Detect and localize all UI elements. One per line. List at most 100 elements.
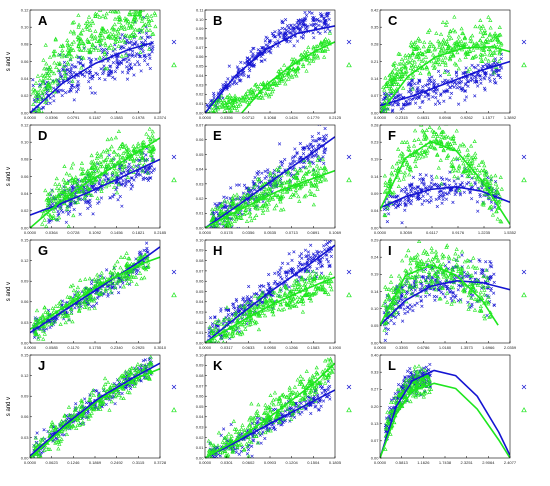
data-point bbox=[228, 93, 231, 96]
data-point bbox=[431, 185, 434, 188]
data-point bbox=[447, 70, 450, 73]
data-point bbox=[58, 305, 61, 308]
data-point bbox=[150, 171, 153, 174]
legend-marker-x bbox=[522, 155, 526, 159]
data-point bbox=[252, 89, 255, 92]
data-point bbox=[106, 295, 109, 298]
data-point bbox=[148, 127, 151, 130]
data-point bbox=[264, 39, 267, 42]
data-point bbox=[310, 23, 313, 26]
data-point bbox=[313, 194, 316, 197]
data-point bbox=[323, 248, 326, 251]
data-point bbox=[129, 166, 132, 169]
data-point bbox=[419, 173, 422, 176]
data-point bbox=[483, 52, 486, 55]
data-point bbox=[267, 202, 270, 205]
data-point bbox=[232, 194, 235, 197]
data-point bbox=[406, 166, 409, 169]
data-point bbox=[145, 28, 148, 31]
data-point bbox=[96, 73, 99, 76]
data-point bbox=[473, 140, 476, 143]
data-point bbox=[145, 153, 148, 156]
data-point bbox=[135, 4, 138, 7]
data-point bbox=[325, 258, 328, 261]
data-point bbox=[458, 144, 461, 147]
data-point bbox=[135, 272, 138, 275]
data-point bbox=[37, 337, 40, 340]
data-point bbox=[63, 61, 66, 64]
data-point bbox=[450, 37, 453, 40]
panel-label: C bbox=[388, 13, 398, 28]
data-point bbox=[45, 62, 48, 65]
data-point bbox=[68, 174, 71, 177]
data-point bbox=[92, 160, 95, 163]
data-point bbox=[90, 282, 93, 285]
x-tick-label: 0.0891 bbox=[307, 230, 320, 235]
data-point bbox=[400, 58, 403, 61]
x-tick-label: 0.2125 bbox=[329, 115, 342, 120]
y-tick-label: 0.12 bbox=[21, 122, 30, 127]
y-tick-label: 0.00 bbox=[371, 110, 380, 115]
plot-area bbox=[205, 234, 335, 355]
data-point bbox=[457, 103, 460, 106]
data-point bbox=[315, 164, 318, 167]
y-tick-label: 0.00 bbox=[196, 225, 205, 230]
data-point bbox=[73, 306, 76, 309]
legend-marker-triangle bbox=[172, 293, 176, 297]
y-tick-label: 0.02 bbox=[21, 93, 30, 98]
data-point bbox=[254, 176, 257, 179]
data-point bbox=[101, 72, 104, 75]
data-point bbox=[460, 80, 463, 83]
data-point bbox=[95, 58, 98, 61]
data-point bbox=[150, 14, 153, 17]
data-point bbox=[278, 29, 281, 32]
data-point bbox=[282, 208, 285, 211]
x-tick-label: 0.0791 bbox=[67, 115, 80, 120]
data-point bbox=[117, 130, 120, 133]
data-point bbox=[149, 57, 152, 60]
data-point bbox=[229, 186, 232, 189]
data-point bbox=[439, 33, 442, 36]
data-point bbox=[43, 67, 46, 70]
data-point bbox=[100, 271, 103, 274]
data-point bbox=[412, 187, 415, 190]
data-point bbox=[425, 174, 428, 177]
legend-marker-x bbox=[347, 155, 351, 159]
data-point bbox=[403, 171, 406, 174]
data-point bbox=[52, 209, 55, 212]
data-point bbox=[283, 158, 286, 161]
data-point bbox=[94, 47, 97, 50]
data-point bbox=[49, 326, 52, 329]
y-tick-label: 0.42 bbox=[371, 7, 380, 12]
data-point bbox=[294, 160, 297, 163]
data-point bbox=[279, 68, 282, 71]
data-point bbox=[145, 32, 148, 35]
panel-label: D bbox=[38, 128, 47, 143]
data-point bbox=[117, 10, 120, 13]
data-point bbox=[75, 55, 78, 58]
data-point bbox=[445, 122, 448, 125]
data-point bbox=[133, 3, 136, 6]
data-point bbox=[62, 211, 65, 214]
data-point bbox=[413, 139, 416, 142]
data-point bbox=[125, 252, 128, 255]
data-point bbox=[94, 30, 97, 33]
y-tick-label: 0.06 bbox=[21, 299, 30, 304]
data-point bbox=[423, 199, 426, 202]
data-point bbox=[100, 48, 103, 51]
data-point bbox=[57, 210, 60, 213]
data-point bbox=[243, 62, 246, 65]
y-tick-label: 0.02 bbox=[21, 208, 30, 213]
data-point bbox=[98, 56, 101, 59]
legend-marker-x bbox=[172, 40, 176, 44]
data-point bbox=[86, 20, 89, 23]
data-point bbox=[419, 142, 422, 145]
data-point bbox=[445, 21, 448, 24]
data-point bbox=[442, 198, 445, 201]
data-point bbox=[418, 178, 421, 181]
data-point bbox=[255, 214, 258, 217]
data-point bbox=[273, 207, 276, 210]
data-point bbox=[86, 207, 89, 210]
